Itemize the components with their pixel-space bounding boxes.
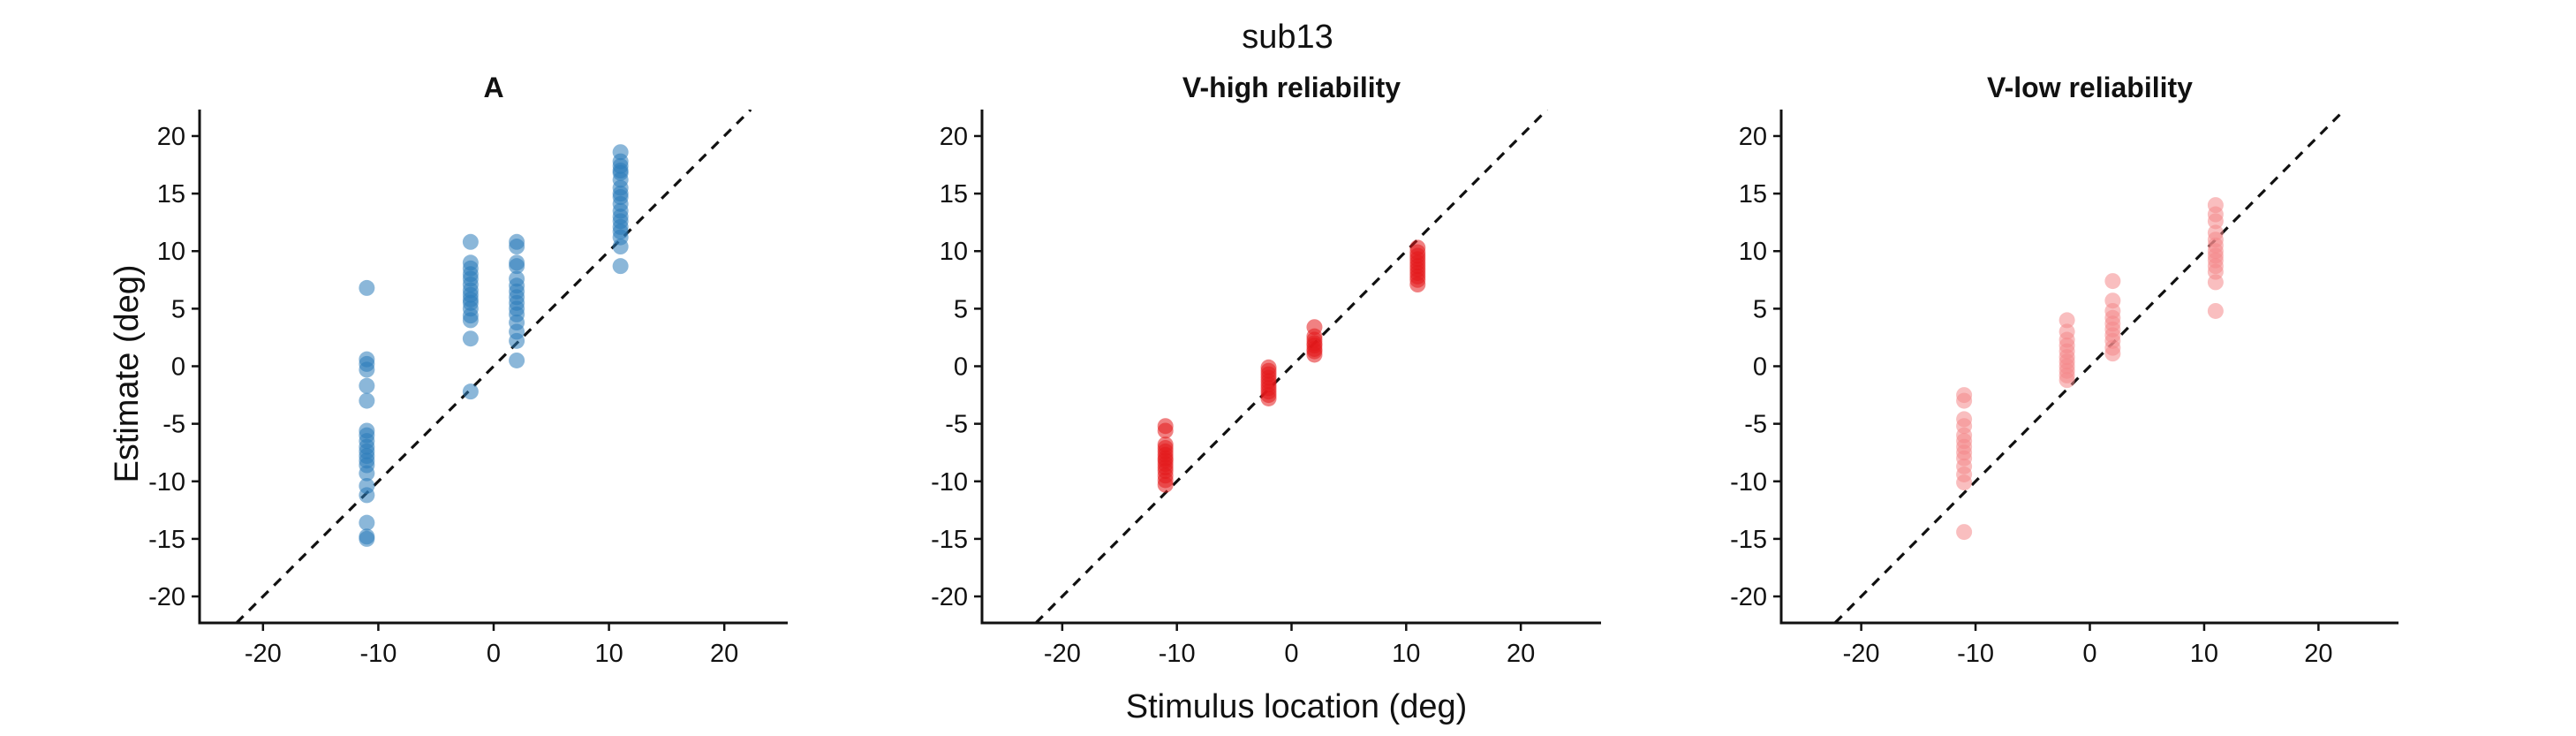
data-point	[359, 465, 375, 482]
panel-title: V-low reliability	[1987, 72, 2193, 103]
y-tick-label: -20	[148, 583, 185, 611]
data-point	[2207, 302, 2224, 319]
y-tick-label: 5	[171, 295, 185, 323]
y-tick-label: 0	[954, 353, 968, 382]
panel-title: A	[483, 72, 503, 103]
data-point	[359, 361, 375, 378]
x-axis-label: Stimulus location (deg)	[1126, 688, 1468, 725]
y-tick-label: -15	[1730, 526, 1767, 554]
data-point	[2207, 213, 2224, 230]
y-tick-label: 5	[1753, 295, 1767, 323]
panel-title: V-high reliability	[1182, 72, 1401, 103]
y-tick-label: 20	[157, 123, 185, 151]
y-tick-label: 15	[940, 180, 968, 209]
identity-reference-line	[1034, 110, 1549, 623]
x-tick-label: -10	[359, 640, 397, 668]
data-point	[509, 352, 525, 368]
data-point	[509, 239, 525, 255]
x-tick-label: -20	[245, 640, 282, 668]
data-point	[462, 383, 479, 400]
y-axis-label: Estimate (deg)	[109, 264, 146, 482]
data-point	[612, 258, 629, 275]
y-tick-label: -10	[1730, 468, 1767, 497]
y-tick-label: 15	[1739, 180, 1767, 209]
x-tick-label: -20	[1044, 640, 1081, 668]
data-point	[359, 377, 375, 394]
panel-1: A -20 -15 -10 -5 0 5 10 15 20 -20 -10 0 10 20	[148, 72, 788, 668]
x-tick-label: 0	[2082, 640, 2096, 668]
x-tick-label: 0	[487, 640, 501, 668]
panel-3: V-low reliability -20 -15 -10 -5 0 5 10 15 20 -20 -…	[1730, 72, 2398, 668]
data-point	[1956, 392, 1973, 409]
y-tick-label: -5	[1744, 411, 1767, 439]
y-tick-label: 20	[940, 123, 968, 151]
y-tick-label: 10	[940, 238, 968, 266]
data-point	[1306, 346, 1323, 363]
data-point	[2207, 274, 2224, 291]
data-point	[612, 239, 629, 255]
y-tick-label: 20	[1739, 123, 1767, 151]
y-tick-label: 15	[157, 180, 185, 209]
x-tick-label: 0	[1284, 640, 1298, 668]
x-tick-label: -10	[1957, 640, 1994, 668]
x-tick-label: -20	[1843, 640, 1880, 668]
y-tick-label: -15	[931, 526, 968, 554]
y-tick-label: -10	[148, 468, 185, 497]
x-tick-label: 10	[2190, 640, 2218, 668]
x-tick-label: 10	[1392, 640, 1420, 668]
data-point	[1157, 476, 1174, 493]
y-tick-label: -5	[162, 411, 185, 439]
y-tick-label: -15	[148, 526, 185, 554]
data-point	[1956, 524, 1973, 541]
data-point	[2059, 312, 2075, 329]
data-point	[359, 514, 375, 531]
data-point	[1409, 277, 1426, 293]
data-point	[359, 487, 375, 504]
panel-2: V-high reliability -20 -15 -10 -5 0 5 10 15 20 -20…	[931, 72, 1601, 668]
x-tick-label: 20	[710, 640, 738, 668]
x-tick-label: 20	[1507, 640, 1535, 668]
data-point	[1260, 390, 1277, 406]
figure-suptitle: sub13	[1242, 19, 1333, 56]
y-tick-label: 0	[1753, 353, 1767, 382]
data-point	[509, 332, 525, 349]
data-point	[462, 330, 479, 347]
data-point	[359, 392, 375, 409]
y-tick-label: -5	[945, 411, 968, 439]
y-tick-label: 10	[157, 238, 185, 266]
x-tick-label: -10	[1159, 640, 1196, 668]
x-tick-label: 10	[594, 640, 623, 668]
y-tick-label: 0	[171, 353, 185, 382]
data-point	[359, 530, 375, 547]
y-tick-label: -10	[931, 468, 968, 497]
y-tick-label: -20	[931, 583, 968, 611]
data-point	[1157, 422, 1174, 439]
data-point	[1956, 474, 1973, 491]
y-tick-label: 10	[1739, 238, 1767, 266]
data-point	[359, 279, 375, 296]
y-tick-label: -20	[1730, 583, 1767, 611]
data-point	[2104, 273, 2121, 290]
data-point	[2104, 345, 2121, 362]
data-point	[2059, 372, 2075, 389]
data-point	[462, 312, 479, 329]
x-tick-label: 20	[2304, 640, 2332, 668]
identity-reference-line	[235, 110, 752, 623]
data-point	[462, 233, 479, 250]
y-tick-label: 5	[954, 295, 968, 323]
identity-reference-line	[1833, 110, 2346, 623]
data-point	[509, 258, 525, 275]
